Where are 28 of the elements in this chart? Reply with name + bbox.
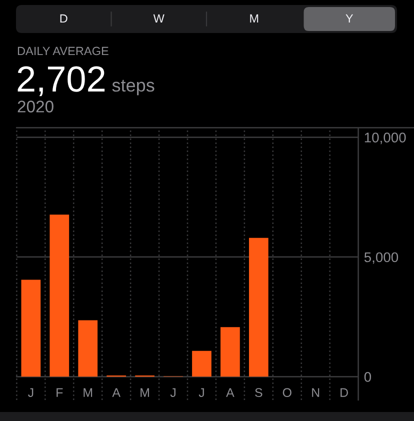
text: 2020	[18, 100, 54, 112]
y-tick-label: 5,000	[364, 252, 398, 264]
text: M	[250, 14, 258, 23]
x-tick-label: M	[84, 388, 92, 397]
x-tick-label: O	[282, 388, 292, 397]
y-tick-label: 0	[364, 372, 372, 382]
bar	[78, 320, 98, 377]
bar	[192, 350, 212, 377]
x-tick-label: J	[198, 388, 204, 397]
x-tick-label: A	[226, 388, 234, 397]
text: W	[153, 14, 164, 23]
bar	[21, 280, 41, 377]
chart-title: DAILY AVERAGE	[18, 46, 108, 56]
x-tick-label: F	[56, 388, 63, 397]
chart-subtitle: 2,702 steps	[18, 66, 154, 96]
bar	[220, 327, 240, 377]
bar	[50, 214, 70, 377]
x-tick-label: J	[170, 388, 176, 397]
x-tick-label: D	[340, 388, 348, 397]
y-tick-label: 10,000	[364, 132, 406, 144]
x-tick-label: N	[312, 388, 320, 397]
text: D	[60, 14, 68, 23]
text: Y	[346, 14, 354, 23]
x-tick-label: A	[112, 388, 120, 397]
bar	[248, 238, 268, 377]
x-tick-label: J	[28, 388, 34, 397]
x-tick-label: S	[255, 388, 262, 397]
x-tick-label: M	[140, 388, 149, 397]
